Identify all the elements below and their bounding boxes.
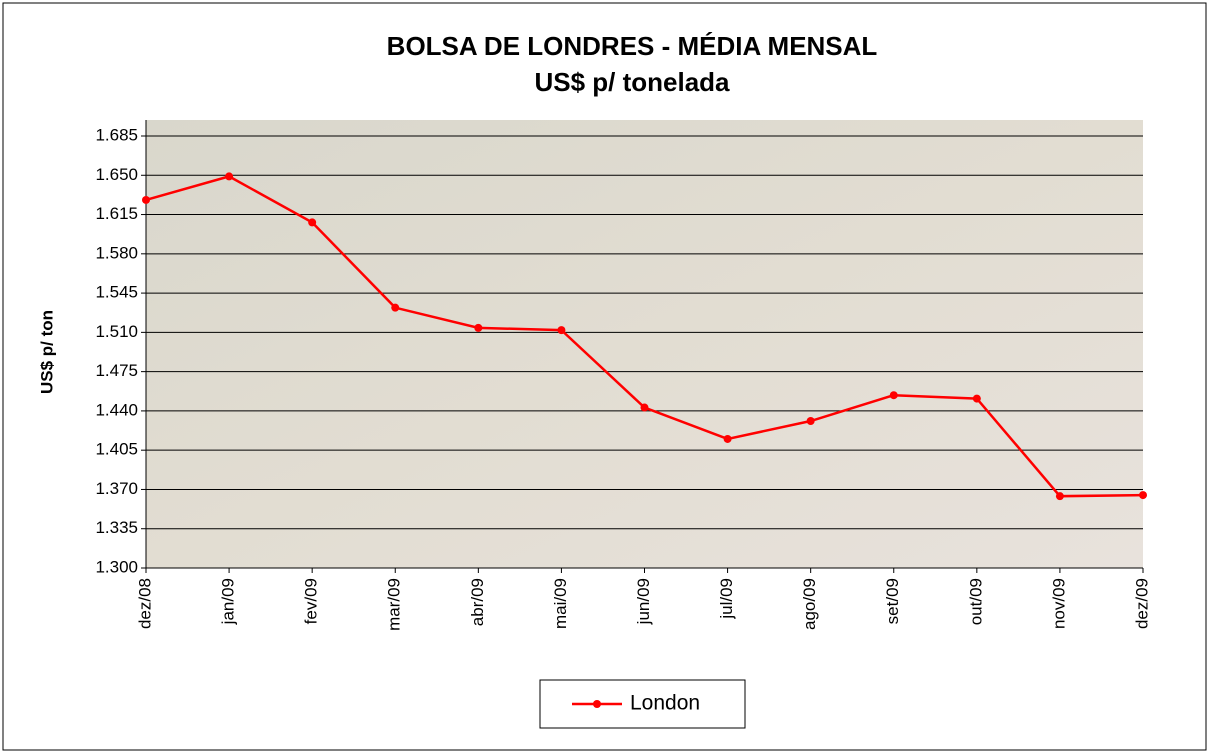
y-axis-label: US$ p/ ton (37, 310, 56, 394)
plot-background (146, 120, 1143, 568)
data-point (641, 404, 649, 412)
chart-subtitle: US$ p/ tonelada (534, 67, 730, 97)
x-tick-label: mai/09 (551, 578, 570, 629)
x-tick-label: jul/09 (717, 578, 736, 620)
legend-label: London (630, 692, 700, 715)
y-tick-label: 1.545 (95, 283, 138, 302)
x-tick-label: ago/09 (800, 578, 819, 630)
data-point (391, 304, 399, 312)
y-tick-label: 1.475 (95, 361, 138, 380)
x-tick-label: set/09 (883, 578, 902, 624)
x-tick-label: nov/09 (1049, 578, 1068, 629)
data-point (890, 391, 898, 399)
y-tick-label: 1.510 (95, 322, 138, 341)
chart: BOLSA DE LONDRES - MÉDIA MENSAL US$ p/ t… (0, 0, 1209, 753)
y-tick-label: 1.370 (95, 479, 138, 498)
y-tick-label: 1.615 (95, 204, 138, 223)
data-point (474, 324, 482, 332)
y-tick-label: 1.580 (95, 243, 138, 262)
x-tick-label: jun/09 (634, 578, 653, 625)
x-tick-label: mar/09 (385, 578, 404, 631)
legend-marker (593, 700, 601, 708)
chart-title: BOLSA DE LONDRES - MÉDIA MENSAL (387, 31, 878, 61)
x-tick-label: out/09 (966, 578, 985, 625)
y-tick-label: 1.440 (95, 400, 138, 419)
data-point (807, 417, 815, 425)
x-tick-label: dez/09 (1132, 578, 1151, 629)
data-point (557, 326, 565, 334)
data-point (1056, 492, 1064, 500)
data-point (308, 218, 316, 226)
data-point (973, 395, 981, 403)
data-point (724, 435, 732, 443)
y-tick-label: 1.335 (95, 518, 138, 537)
y-tick-label: 1.685 (95, 125, 138, 144)
data-point (142, 196, 150, 204)
data-point (1139, 491, 1147, 499)
y-tick-label: 1.650 (95, 165, 138, 184)
y-tick-label: 1.405 (95, 440, 138, 459)
x-tick-label: fev/09 (302, 578, 321, 624)
x-tick-label: dez/08 (135, 578, 154, 629)
data-point (225, 172, 233, 180)
y-tick-label: 1.300 (95, 557, 138, 576)
x-tick-label: abr/09 (468, 578, 487, 626)
x-tick-label: jan/09 (219, 578, 238, 625)
